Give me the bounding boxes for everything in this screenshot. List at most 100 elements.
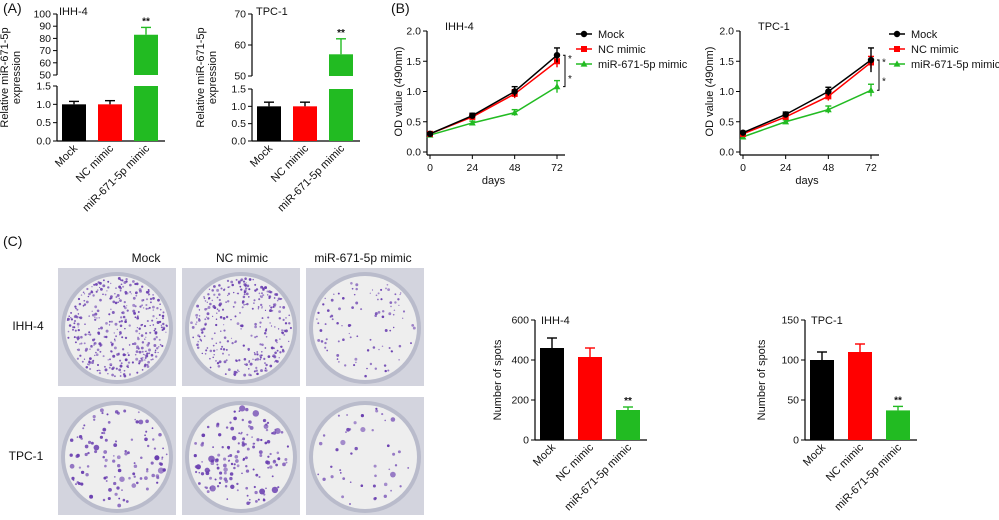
colony-spot: [337, 340, 340, 343]
colony-spot: [388, 312, 392, 316]
colony-spot: [390, 489, 392, 492]
colony-spot: [263, 357, 266, 361]
colony-spot: [216, 466, 220, 470]
colony-spot: [140, 346, 144, 350]
colony-spot: [262, 288, 266, 291]
data-point: [468, 119, 476, 126]
colony-spot: [276, 360, 279, 363]
colony-spot: [136, 327, 138, 329]
y-tick-label: 60: [234, 40, 246, 52]
colony-spot: [96, 348, 100, 352]
colony-spot: [150, 353, 154, 357]
colony-spot: [124, 452, 128, 456]
bar: [62, 104, 86, 141]
colony-spot: [385, 287, 387, 290]
colony-spot: [248, 368, 250, 370]
colony-spot: [220, 347, 223, 351]
colony-spot: [153, 344, 157, 347]
y-axis-label: Number of spots: [492, 339, 504, 420]
x-axis-label: days: [795, 175, 819, 187]
colony-column-label-nc: NC mimic: [216, 251, 268, 265]
colony-spot: [330, 475, 334, 479]
colony-spot: [93, 338, 96, 340]
colony-spot: [242, 280, 246, 283]
legend-marker: [580, 30, 588, 38]
colony-spot: [271, 475, 274, 478]
colony-spot: [390, 417, 396, 422]
colony-spot: [344, 364, 347, 367]
colony-spot: [269, 364, 273, 368]
colony-spot: [92, 415, 96, 419]
colony-spot: [212, 446, 214, 448]
colony-spot: [348, 332, 350, 335]
colony-spot: [137, 347, 140, 350]
colony-spot: [125, 277, 128, 281]
colony-spot: [158, 338, 161, 341]
colony-spot: [351, 306, 354, 309]
colony-spot: [246, 433, 249, 436]
colony-spot: [245, 464, 248, 468]
colony-spot: [221, 345, 224, 348]
colony-spot: [206, 490, 210, 494]
colony-spot: [76, 336, 79, 339]
colony-spot: [148, 352, 151, 355]
colony-spot: [212, 349, 216, 352]
colony-spot: [229, 421, 232, 424]
colony-spot: [205, 486, 208, 490]
colony-spot: [372, 484, 376, 488]
colony-spot: [258, 475, 261, 479]
colony-spot: [257, 308, 260, 310]
x-tick-label: Mock: [801, 441, 828, 468]
colony-spot: [216, 349, 218, 351]
colony-spot: [366, 367, 368, 370]
colony-spot: [138, 327, 141, 330]
colony-spot: [118, 497, 121, 500]
x-tick-label: Mock: [248, 142, 275, 169]
colony-spot: [161, 344, 164, 348]
bar: [134, 34, 158, 75]
colony-spot: [288, 314, 291, 317]
colony-spot: [204, 467, 210, 473]
colony-spot: [245, 363, 248, 366]
colony-spot: [73, 336, 76, 339]
colony-spot: [261, 351, 263, 353]
colony-spot: [100, 343, 103, 347]
colony-spot: [250, 334, 253, 337]
colony-spot: [235, 278, 238, 281]
colony-spot: [256, 438, 260, 442]
colony-spot: [209, 349, 213, 353]
chart-title: TPC-1: [758, 21, 790, 33]
colony-spot: [238, 410, 241, 412]
colony-spot: [254, 490, 258, 495]
colony-spot: [254, 336, 257, 339]
colony-spot: [67, 330, 70, 333]
colony-spot: [131, 342, 135, 346]
colony-spot: [113, 346, 117, 350]
colony-spot: [145, 298, 149, 301]
colony-spot: [284, 458, 288, 461]
colony-spot: [236, 489, 239, 492]
colony-spot: [105, 480, 108, 482]
colony-spot: [149, 324, 151, 327]
y-tick-label: 0.5: [406, 116, 421, 128]
colony-spot: [374, 474, 377, 478]
colony-spot: [225, 348, 228, 351]
colony-spot: [218, 360, 222, 364]
colony-spot: [349, 503, 351, 505]
y-tick-label: 60: [39, 57, 51, 69]
colony-spot: [122, 353, 126, 357]
colony-spot: [388, 347, 391, 349]
colony-spot: [397, 298, 400, 301]
colony-spot: [349, 336, 352, 339]
colony-spot: [106, 413, 109, 416]
colony-spot: [246, 447, 250, 451]
colony-spot: [377, 311, 381, 314]
colony-spot: [133, 312, 136, 315]
colony-spot: [144, 363, 147, 366]
colony-spot: [133, 342, 137, 346]
colony-spot: [80, 335, 83, 339]
colony-spot: [102, 355, 105, 358]
colony-spot: [134, 418, 136, 421]
colony-spot: [126, 451, 130, 455]
colony-spot: [200, 472, 205, 476]
